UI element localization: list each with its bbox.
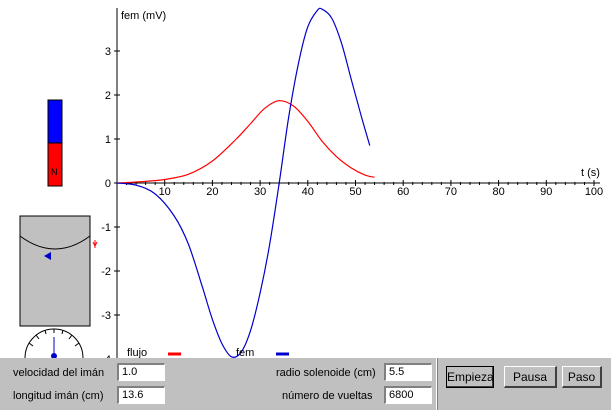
y-tick-label: -3 [101, 310, 111, 322]
x-tick-label: 40 [302, 186, 314, 198]
x-tick-label: 70 [445, 186, 457, 198]
x-tick-label: 20 [206, 186, 218, 198]
galvanometer-pivot [51, 353, 57, 359]
y-tick-label: 2 [105, 90, 111, 102]
y-tick-label: 0 [105, 178, 111, 190]
solenoid-loop [19, 235, 91, 250]
y-tick-label: -1 [101, 222, 111, 234]
x-tick-label: 50 [349, 186, 361, 198]
paso-button[interactable]: Paso [562, 366, 602, 388]
x-tick-label: 60 [397, 186, 409, 198]
legend-fem-label: fem [236, 347, 254, 359]
galvanometer-ticks [28, 329, 80, 347]
series-layer [116, 7, 375, 358]
radio-label: radio solenoide (cm) [276, 367, 376, 379]
x-ticks: 10 20 30 40 50 60 70 80 90 100 [126, 180, 603, 198]
current-arrow-icon [44, 252, 51, 260]
magnet-south-pole [47, 99, 63, 144]
pausa-button[interactable]: Pausa [504, 366, 557, 388]
x-tick-label: 100 [585, 186, 603, 198]
y-tick-label: -2 [101, 266, 111, 278]
x-tick-label: 10 [159, 186, 171, 198]
velocidad-input[interactable]: 1.0 [117, 363, 165, 381]
magnet-north-pole [47, 142, 63, 187]
controls-panel: Empieza Pausa Paso [437, 358, 611, 410]
velocidad-label: velocidad del imán [13, 367, 105, 379]
magnet-pole-label: N [51, 167, 58, 177]
solenoid [19, 215, 91, 327]
radio-input[interactable]: 5.5 [384, 363, 432, 381]
x-axis-label: t (s) [581, 167, 600, 179]
current-direction-icon [92, 240, 98, 248]
y-axis-label: fem (mV) [121, 10, 166, 22]
vueltas-label: número de vueltas [282, 390, 373, 402]
x-tick-label: 90 [540, 186, 552, 198]
x-tick-label: 80 [492, 186, 504, 198]
longitud-input[interactable]: 13.6 [117, 386, 165, 404]
y-tick-label: 1 [105, 134, 111, 146]
longitud-label: longitud imán (cm) [13, 390, 104, 402]
series-line-fem [116, 7, 371, 358]
legend-flujo-label: flujo [127, 347, 147, 359]
parameters-panel: velocidad del imán 1.0 longitud imán (cm… [0, 358, 436, 410]
vueltas-input[interactable]: 6800 [384, 386, 432, 404]
x-tick-label: 30 [254, 186, 266, 198]
empieza-button[interactable]: Empieza [446, 366, 494, 388]
series-line-flujo [116, 100, 375, 184]
y-tick-label: 3 [105, 46, 111, 58]
